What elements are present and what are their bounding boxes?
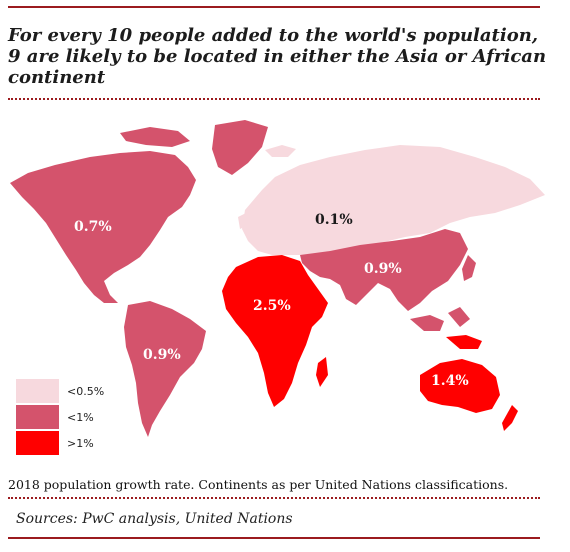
world-map: 0.7% 0.9% 0.1% 0.9% 2.5% 1.4% bbox=[10, 120, 545, 437]
label-south-america: 0.9% bbox=[143, 347, 181, 363]
label-asia: 0.9% bbox=[364, 261, 402, 277]
region-south-america bbox=[124, 301, 206, 437]
label-north-america: 0.7% bbox=[74, 219, 112, 235]
region-europe bbox=[242, 145, 545, 255]
legend-swatch bbox=[16, 431, 59, 455]
region-europe-islands bbox=[238, 145, 296, 229]
top-rule bbox=[8, 6, 540, 8]
region-japan bbox=[462, 255, 476, 281]
title-divider bbox=[8, 98, 540, 100]
footnote: 2018 population growth rate. Continents … bbox=[8, 477, 509, 492]
region-asia bbox=[300, 229, 468, 311]
source-text: Sources: PwC analysis, United Nations bbox=[16, 511, 293, 527]
legend-swatch bbox=[16, 379, 59, 403]
label-europe: 0.1% bbox=[315, 212, 353, 228]
region-new-guinea bbox=[446, 335, 482, 349]
region-southeast-asia-islands bbox=[410, 307, 470, 331]
label-africa: 2.5% bbox=[253, 298, 291, 314]
legend-item: >1% bbox=[16, 431, 146, 457]
legend-swatch bbox=[16, 405, 59, 429]
region-madagascar bbox=[316, 357, 328, 387]
region-africa bbox=[222, 255, 328, 407]
bottom-rule bbox=[8, 537, 540, 539]
legend-label: <0.5% bbox=[67, 385, 105, 398]
legend-item: <0.5% bbox=[16, 379, 146, 405]
footnote-divider bbox=[8, 497, 540, 499]
region-north-america bbox=[10, 151, 196, 303]
region-oceania bbox=[420, 359, 500, 413]
region-greenland bbox=[212, 120, 268, 175]
legend: <0.5% <1% >1% bbox=[16, 379, 146, 457]
region-new-zealand bbox=[502, 405, 518, 431]
region-arctic-islands bbox=[120, 127, 190, 147]
chart-title: For every 10 people added to the world's… bbox=[8, 25, 547, 88]
legend-label: <1% bbox=[67, 411, 94, 424]
legend-label: >1% bbox=[67, 437, 94, 450]
label-oceania: 1.4% bbox=[431, 373, 469, 389]
legend-item: <1% bbox=[16, 405, 146, 431]
